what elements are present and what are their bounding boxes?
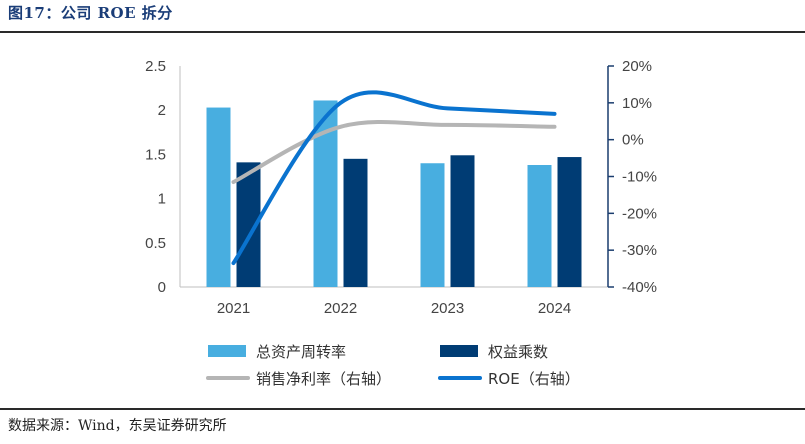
bar-asset-turnover bbox=[420, 163, 445, 287]
right-tick-label: -40% bbox=[622, 279, 657, 296]
left-tick-label: 0 bbox=[158, 279, 166, 296]
bar-equity-multiplier bbox=[450, 155, 475, 287]
bar-asset-turnover bbox=[527, 165, 552, 287]
lines-group bbox=[231, 90, 557, 266]
legend-label: ROE（右轴） bbox=[488, 370, 580, 388]
legend-swatch bbox=[208, 345, 246, 357]
bar-equity-multiplier bbox=[343, 158, 368, 287]
left-tick-label: 2 bbox=[158, 102, 166, 119]
source-note: 数据来源：Wind，东吴证券研究所 bbox=[8, 418, 227, 434]
right-tick-label: 10% bbox=[622, 95, 652, 112]
left-tick-label: 1.5 bbox=[145, 146, 166, 163]
right-tick-label: -30% bbox=[622, 242, 657, 259]
right-tick-label: 20% bbox=[622, 58, 652, 75]
x-tick-label: 2024 bbox=[538, 300, 571, 317]
figure-title: 图17：公司 ROE 拆分 bbox=[8, 4, 173, 22]
axes-group: 0 0.5 1 1.5 2 2.5 -40% -30% -20% -10% 0% 10% 20% 2021… bbox=[145, 58, 657, 317]
x-tick-label: 2022 bbox=[324, 300, 357, 317]
right-tick-label: 0% bbox=[622, 132, 644, 149]
x-tick-label: 2023 bbox=[431, 300, 464, 317]
legend-label: 销售净利率（右轴） bbox=[256, 370, 391, 388]
left-tick-label: 2.5 bbox=[145, 58, 166, 75]
left-tick-label: 1 bbox=[158, 191, 166, 208]
x-tick-label: 2021 bbox=[217, 300, 250, 317]
bottom-rule bbox=[0, 408, 805, 410]
bar-asset-turnover bbox=[206, 107, 231, 287]
left-tick-label: 0.5 bbox=[145, 235, 166, 252]
legend-swatch bbox=[440, 345, 478, 357]
bars-group bbox=[206, 100, 582, 287]
roe-line bbox=[231, 90, 557, 266]
right-tick-label: -20% bbox=[622, 205, 657, 222]
top-rule bbox=[0, 31, 805, 33]
right-tick-label: -10% bbox=[622, 169, 657, 186]
legend-label: 权益乘数 bbox=[488, 343, 548, 361]
net-margin-line bbox=[231, 120, 557, 185]
legend-label: 总资产周转率 bbox=[256, 343, 346, 361]
bar-equity-multiplier bbox=[557, 157, 582, 287]
